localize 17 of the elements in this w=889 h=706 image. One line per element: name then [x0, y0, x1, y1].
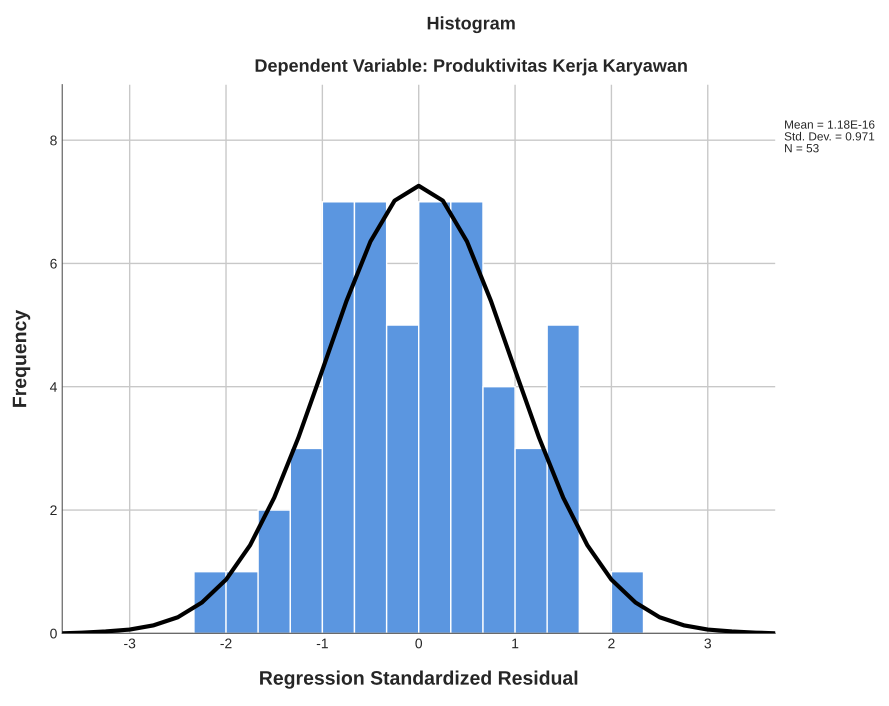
x-tick-label: -3 [124, 638, 136, 648]
x-axis-title: Regression Standardized Residual [260, 670, 578, 689]
x-tick-label: 2 [608, 638, 615, 648]
x-tick-label: 0 [415, 638, 422, 648]
text: Mean = 1.18E-16 Std. Dev. = 0.971 N = 53 [784, 120, 874, 152]
y-tick-label: 2 [50, 505, 57, 516]
y-tick-label: 6 [50, 258, 57, 269]
x-tick-label: 3 [704, 638, 712, 648]
chart-subtitle: Dependent Variable: Produktivitas Kerja Karyawan [256, 58, 687, 76]
x-tick-label: 1 [512, 638, 518, 648]
y-tick-label: 0 [50, 628, 57, 638]
y-tick-label: 8 [50, 136, 57, 146]
x-tick-label: -1 [316, 638, 328, 648]
x-tick-label: -2 [220, 638, 232, 648]
chart-title: Histogram [428, 16, 515, 34]
y-axis-title: Frequency [12, 310, 30, 407]
y-tick-label: 4 [50, 382, 57, 392]
